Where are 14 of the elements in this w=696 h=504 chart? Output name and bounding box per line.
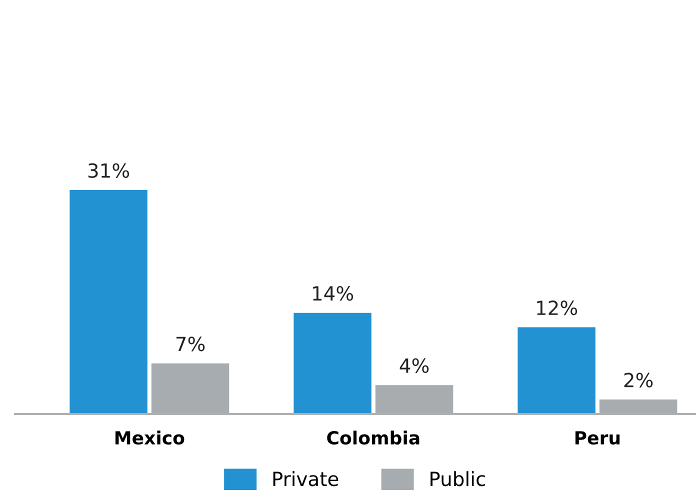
data-label: 12% [537,300,578,316]
data-label: 7% [176,336,205,352]
bar [518,327,596,414]
data-label: 14% [313,286,354,301]
x-tick-label: Peru [575,431,620,445]
x-tick-label: Mexico [115,430,184,445]
legend-label: Private [273,471,338,486]
legend-label: Public [430,471,486,486]
x-tick-label: Colombia [327,430,420,445]
bar [70,190,148,414]
data-label: 4% [400,358,429,373]
bar [294,312,372,414]
data-label: 2% [624,372,653,388]
data-label: 31% [88,163,130,178]
